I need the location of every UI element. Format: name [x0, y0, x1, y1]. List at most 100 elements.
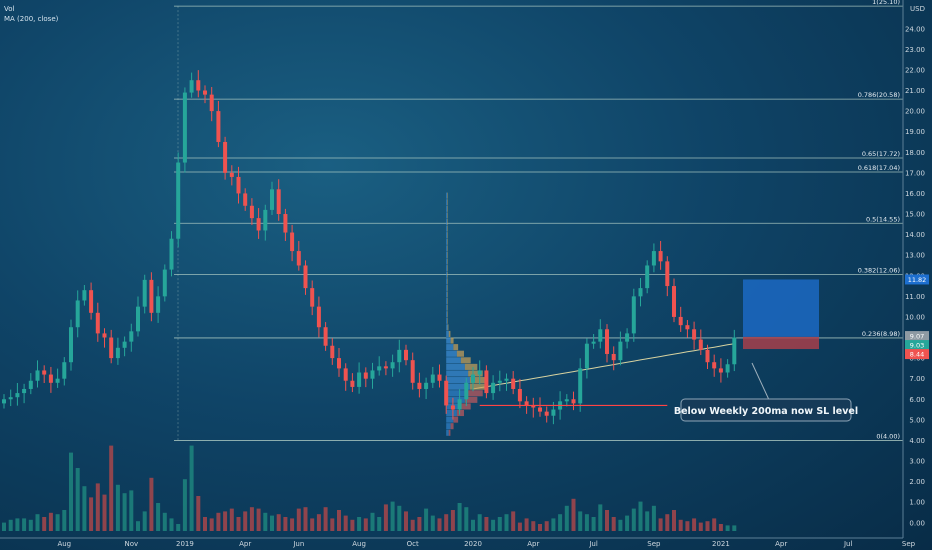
candle-body [122, 341, 127, 348]
profile-bar-up [446, 291, 448, 298]
volume-bar [182, 479, 187, 531]
price-tag [905, 340, 929, 351]
profile-bar-down [456, 409, 464, 417]
candle-body [464, 382, 469, 400]
time-tick-label: Apr [775, 540, 787, 548]
profile-bar-down [447, 265, 448, 272]
candle-body [497, 380, 502, 383]
candle-body [209, 94, 214, 112]
profile-bar-down [447, 218, 448, 226]
profile-bar-down [447, 192, 448, 199]
volume-bar [504, 514, 509, 531]
profile-bar-down [447, 324, 449, 331]
volume-bar [142, 511, 147, 531]
candle-body [571, 399, 576, 404]
volume-bar [350, 519, 355, 531]
price-tick-label: 2.00 [909, 478, 925, 486]
profile-bar-down [460, 403, 471, 410]
candle-body [410, 360, 415, 383]
target-zone[interactable] [743, 279, 819, 337]
price-tick-label: 20.00 [905, 108, 925, 116]
profile-bar-down [464, 396, 478, 403]
profile-bar-down [450, 423, 454, 430]
volume-bar [544, 521, 549, 531]
candle-body [243, 193, 248, 206]
candle-body [263, 209, 268, 231]
candle-body [450, 405, 455, 410]
annotation-callout[interactable]: Below Weekly 200ma now SL level [674, 362, 858, 422]
volume-bar [243, 511, 248, 531]
candle-body [524, 401, 529, 406]
candle-body [638, 288, 643, 297]
volume-bar [444, 514, 449, 531]
candle-body [8, 397, 13, 400]
price-tag [905, 331, 929, 342]
legend-volume[interactable]: Vol [4, 5, 15, 13]
profile-bar-up [446, 330, 449, 338]
candle-body [283, 214, 288, 233]
profile-bar-up [446, 304, 448, 311]
profile-bar-up [446, 409, 457, 417]
candle-body [417, 382, 422, 389]
price-tags: 11.82 9.079.038.44 [905, 274, 929, 360]
legend-ma[interactable]: MA (200, close) [4, 15, 59, 23]
volume-bar [62, 510, 67, 531]
candle-body [605, 329, 609, 354]
candle-body [591, 341, 596, 344]
candle-body [578, 368, 583, 404]
volume-bar [665, 514, 670, 531]
volume-bar [605, 510, 609, 531]
profile-bar-down [456, 350, 464, 357]
profile-bar-up [446, 383, 470, 390]
fib-level-label: 0(4.00) [876, 432, 900, 440]
candle-body [276, 189, 281, 215]
profile-bar-down [447, 271, 448, 278]
volume-bar [698, 522, 703, 531]
fib-level-label: 0.618(17.04) [858, 164, 900, 172]
volume-bar [511, 511, 516, 531]
volume-bar [370, 512, 375, 531]
profile-bar-up [446, 232, 448, 239]
time-tick-label: Oct [407, 540, 419, 548]
long-position-tool[interactable] [743, 279, 819, 350]
volume-bar [377, 517, 382, 531]
candle-body [390, 362, 395, 369]
candle-body [189, 80, 194, 93]
volume-bar [424, 508, 429, 531]
callout-pointer [751, 362, 771, 403]
profile-bar-up [446, 212, 448, 219]
profile-bar-up [446, 225, 448, 232]
fib-level-label: 0.5(14.55) [866, 215, 900, 223]
candle-body [129, 331, 134, 342]
callout-box [680, 398, 852, 422]
volume-bar [417, 517, 422, 531]
volume-bar [578, 511, 583, 531]
candle-body [672, 286, 676, 317]
volume-bar [531, 521, 536, 531]
profile-bar-up [446, 416, 454, 423]
candle-body [270, 189, 274, 210]
volume-bar [598, 504, 603, 531]
profile-bar-up [446, 284, 448, 291]
candle-body [424, 382, 429, 389]
candle-body [584, 343, 589, 369]
volume-bar [410, 519, 415, 531]
candle-body [551, 409, 556, 416]
profile-bar-down [447, 311, 448, 318]
time-axis[interactable]: Aug Nov 2019 Apr Jun Aug Oct 2020 Apr Jul Sep 2021 A… [0, 537, 932, 548]
price-axis[interactable]: 0.001.002.003.004.005.006.007.008.009.00… [902, 0, 925, 538]
volume-bar [584, 514, 589, 531]
profile-bar-up [446, 324, 448, 331]
price-tick-label: 11.00 [905, 293, 925, 301]
time-tick-label: 2021 [712, 540, 730, 548]
candle-body [511, 378, 516, 389]
stop-zone[interactable] [743, 336, 819, 350]
candle-body [89, 290, 94, 313]
profile-bar-up [446, 344, 454, 351]
volume-bar [437, 518, 442, 531]
candle-body [437, 374, 442, 381]
price-tick-label: 1.00 [909, 499, 925, 507]
time-tick-label: Apr [527, 540, 539, 548]
